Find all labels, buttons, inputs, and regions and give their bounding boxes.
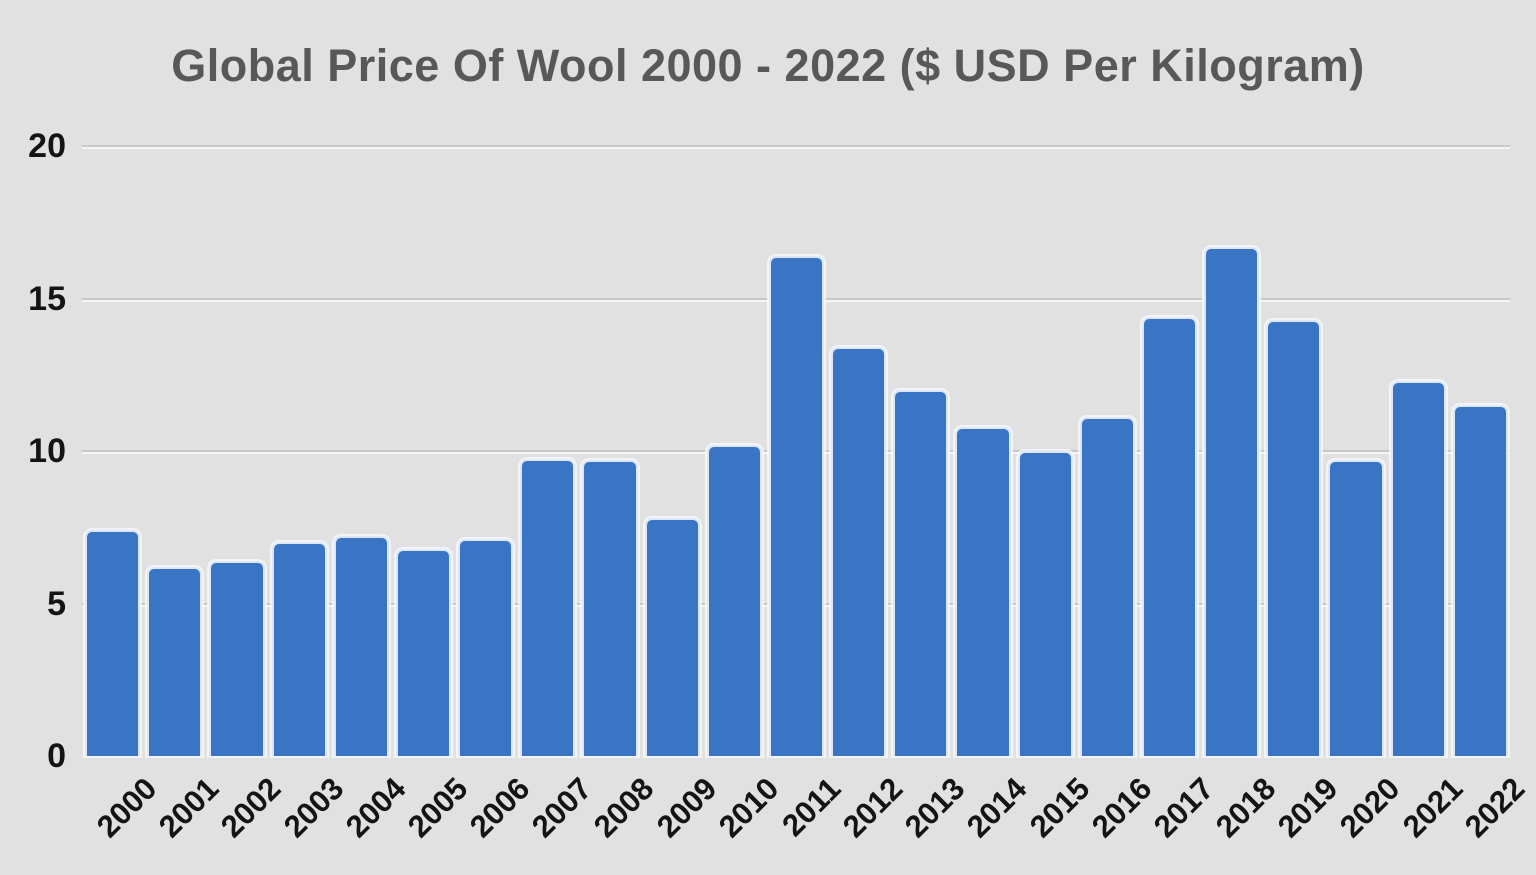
bar-2007 [520, 459, 576, 756]
gridline-20 [82, 145, 1510, 147]
bar-2022 [1452, 405, 1508, 756]
y-axis-tick-label-15: 15 [28, 279, 66, 318]
bar-2002 [209, 561, 265, 756]
y-axis-tick-label-10: 10 [28, 432, 66, 470]
bar-2000 [85, 530, 141, 756]
bar-2010 [706, 445, 762, 756]
bar-2019 [1266, 320, 1322, 756]
bar-2001 [147, 567, 203, 756]
bar-2009 [644, 518, 700, 756]
bar-2005 [395, 549, 452, 756]
bar-2011 [768, 256, 825, 756]
bar-2006 [458, 539, 514, 756]
bar-2012 [831, 347, 887, 756]
bar-2018 [1204, 247, 1260, 756]
bar-2021 [1390, 381, 1446, 756]
bar-2008 [582, 460, 638, 756]
bar-2016 [1079, 417, 1135, 756]
chart-title: Global Price Of Wool 2000 - 2022 ($ USD … [171, 40, 1365, 91]
y-axis-tick-label-20: 20 [28, 127, 66, 165]
bar-2003 [271, 542, 327, 756]
y-axis-tick-label-0: 0 [47, 737, 66, 775]
bar-2015 [1017, 451, 1073, 756]
bar-2017 [1141, 317, 1198, 756]
y-axis-tick-label-5: 5 [47, 584, 66, 623]
bar-2020 [1328, 460, 1384, 756]
bar-2014 [955, 427, 1011, 756]
bar-2004 [333, 536, 389, 756]
bars-container [85, 146, 1508, 756]
bar-2013 [893, 390, 949, 756]
